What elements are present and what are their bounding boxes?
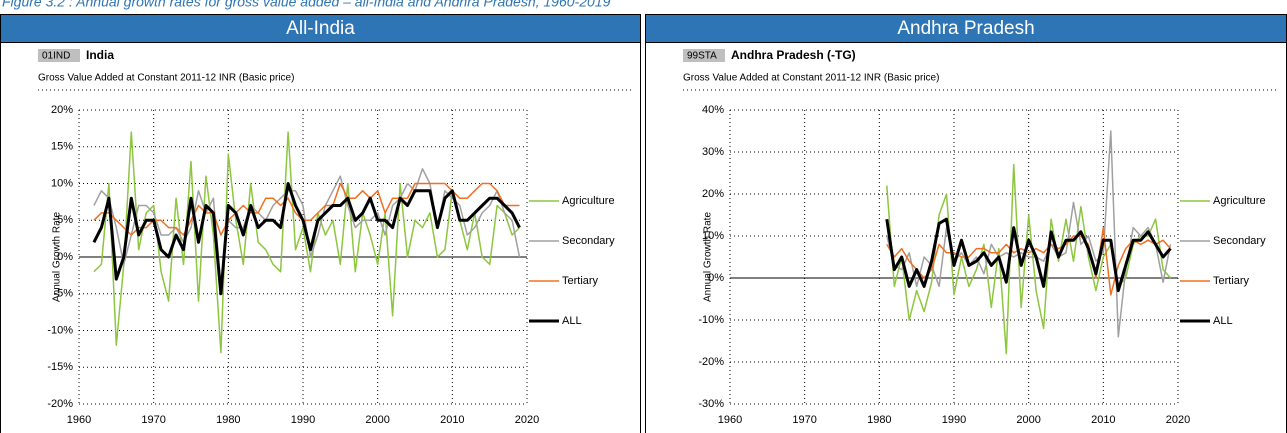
series-line (886, 226, 1172, 296)
figure-caption: Figure 3.2 : Annual growth rates for gro… (2, 0, 611, 10)
y-tick-label: 0% (708, 272, 724, 284)
x-tick-label: 1960 (718, 414, 742, 426)
x-tick-label: 2000 (365, 414, 389, 426)
y-axis-title: Annual Growth Rate (703, 212, 714, 302)
y-tick-label: -20% (698, 356, 724, 368)
x-tick-label: 2010 (1091, 414, 1115, 426)
chart-panel: Andhra Pradesh 99STA Andhra Pradesh (-TG) G… (645, 14, 1287, 433)
y-tick-label: 30% (702, 146, 724, 158)
legend-label: Tertiary (562, 275, 599, 287)
y-tick-label: -20% (47, 398, 73, 410)
y-tick-label: 20% (702, 188, 724, 200)
region-name: Andhra Pradesh (-TG) (731, 48, 856, 62)
code-box (38, 49, 80, 62)
panel-title: All-India (286, 18, 355, 39)
series-line (92, 182, 521, 296)
y-tick-label: 20% (51, 104, 73, 116)
panel-border (645, 14, 1287, 433)
legend-label: ALL (562, 315, 582, 327)
legend-label: ALL (1213, 315, 1233, 327)
series-line (886, 130, 1172, 338)
y-tick-label: -10% (47, 324, 73, 336)
legend-label: Secondary (1213, 235, 1266, 247)
y-axis-title: Annual Growth Rate (52, 212, 63, 302)
x-tick-label: 1980 (867, 414, 891, 426)
x-tick-label: 2020 (515, 414, 539, 426)
chart-panel: All-India 01IND India Gross Value Added at … (0, 14, 641, 433)
y-tick-label: -5% (53, 288, 73, 300)
panel-title: Andhra Pradesh (897, 18, 1034, 39)
y-tick-label: -10% (698, 314, 724, 326)
y-tick-label: -15% (47, 361, 73, 373)
region-code: 01IND (42, 51, 70, 62)
code-box (683, 49, 725, 62)
series-line (93, 131, 521, 354)
y-tick-label: -30% (698, 398, 724, 410)
series-line (885, 217, 1172, 293)
chart-subtitle: Gross Value Added at Constant 2011-12 IN… (38, 73, 294, 84)
region-code: 99STA (687, 51, 717, 62)
x-tick-label: 1980 (216, 414, 240, 426)
x-tick-label: 1990 (942, 414, 966, 426)
x-tick-label: 1970 (141, 414, 165, 426)
x-tick-label: 2020 (1166, 414, 1190, 426)
panel-header (0, 14, 641, 43)
legend-label: Secondary (562, 235, 615, 247)
chart-subtitle: Gross Value Added at Constant 2011-12 IN… (683, 73, 939, 84)
x-tick-label: 1960 (67, 414, 91, 426)
x-tick-label: 2000 (1016, 414, 1040, 426)
x-tick-label: 1970 (792, 414, 816, 426)
panel-header (645, 14, 1287, 43)
legend-label: Agriculture (562, 195, 615, 207)
y-tick-label: 10% (702, 230, 724, 242)
series-line (93, 182, 520, 236)
legend-label: Agriculture (1213, 195, 1266, 207)
y-tick-label: 15% (51, 141, 73, 153)
legend-label: Tertiary (1213, 275, 1250, 287)
region-name: India (86, 48, 114, 62)
y-tick-label: 5% (57, 214, 73, 226)
y-tick-label: 10% (51, 177, 73, 189)
y-tick-label: 40% (702, 104, 724, 116)
y-tick-label: 0% (57, 251, 73, 263)
x-tick-label: 2010 (440, 414, 464, 426)
x-tick-label: 1990 (291, 414, 315, 426)
